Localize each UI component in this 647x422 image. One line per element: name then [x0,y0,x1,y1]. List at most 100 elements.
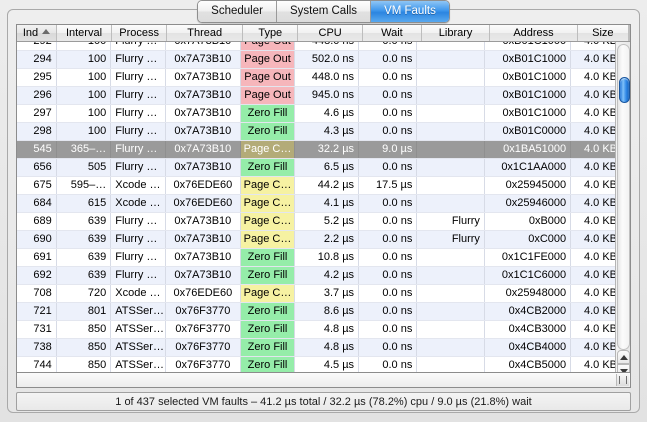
tab-group: Scheduler System Calls VM Faults [197,0,450,23]
cell-library [417,303,485,320]
cell-process: Flurry … [111,141,166,158]
table-row[interactable]: 691 639 Flurry … 0x7A73B10 Zero Fill 10.8 µs 0… [17,249,630,267]
cell-thread: 0x76F3770 [166,303,241,320]
tab-scheduler[interactable]: Scheduler [198,1,277,22]
table-row[interactable]: 692 639 Flurry … 0x7A73B10 Zero Fill 4.2 µs 0.… [17,267,630,285]
table-row[interactable]: 297 100 Flurry … 0x7A73B10 Zero Fill 4.6 µs 0.… [17,105,630,123]
cell-interval: 639 [57,213,112,230]
column-header-process[interactable]: Process [112,25,168,41]
table-row[interactable]: 545 365–… Flurry … 0x7A73B10 Page C… 32.2 µs 9… [17,141,630,159]
column-header-label: Address [513,27,554,39]
vm-faults-table: Ind Interval Process Thread Type CPU Wait Libra… [16,24,631,380]
cell-type: Zero Fill [240,123,296,140]
cell-process: Flurry … [111,42,166,50]
cell-thread: 0x7A73B10 [166,123,241,140]
cell-thread: 0x7A73B10 [166,141,241,158]
table-row[interactable]: 296 100 Flurry … 0x7A73B10 Page Out 945.0 ns 0… [17,87,630,105]
column-header-label: Wait [381,27,403,39]
cell-library [417,141,485,158]
cell-address: 0x4CB4000 [485,339,572,356]
table-row[interactable]: 656 505 Flurry … 0x7A73B10 Zero Fill 6.5 µs 0.… [17,159,630,177]
cell-cpu: 10.8 µs [295,249,360,266]
cell-ind: 731 [17,321,57,338]
tab-vm-faults[interactable]: VM Faults [371,1,449,22]
cell-thread: 0x76EDE60 [166,177,241,194]
cell-interval: 720 [57,285,112,302]
vertical-scrollbar[interactable] [615,42,630,379]
column-header-label: CPU [318,27,342,39]
cell-type: Zero Fill [240,321,296,338]
cell-thread: 0x76EDE60 [166,195,241,212]
column-header-size[interactable]: Size [578,25,630,41]
column-header-address[interactable]: Address [490,25,578,41]
table-row[interactable]: 690 639 Flurry … 0x7A73B10 Page C… 2.2 µs 0.0 … [17,231,630,249]
table-row[interactable]: 689 639 Flurry … 0x7A73B10 Page C… 5.2 µs 0.0 … [17,213,630,231]
cell-ind: 294 [17,51,57,68]
scrollbar-track[interactable] [617,44,630,350]
cell-address: 0x25946000 [485,195,572,212]
cell-interval: 639 [57,231,112,248]
cell-address: 0xB01C1000 [485,69,572,86]
cell-process: Xcode … [111,177,166,194]
scroll-up-arrow-icon[interactable] [617,350,630,364]
cell-thread: 0x7A73B10 [166,267,241,284]
cell-type: Page C… [240,285,296,302]
cell-type: Zero Fill [240,159,296,176]
column-header-wait[interactable]: Wait [363,25,422,41]
cell-wait: 0.0 ns [359,267,418,284]
cell-type: Page Out [240,87,296,104]
cell-thread: 0x7A73B10 [166,69,241,86]
table-row[interactable]: 721 801 ATSSer… 0x76F3770 Zero Fill 8.6 µs 0.0… [17,303,630,321]
cell-interval: 801 [57,303,112,320]
column-header-filler [629,25,630,41]
column-header-ind[interactable]: Ind [17,25,57,41]
table-row[interactable]: 708 720 Xcode … 0x76EDE60 Page C… 3.7 µs 0.0 n… [17,285,630,303]
cell-cpu: 5.2 µs [295,213,360,230]
column-header-library[interactable]: Library [422,25,491,41]
cell-process: Flurry … [111,105,166,122]
horizontal-scroll-strip[interactable] [16,372,631,388]
table-row[interactable]: 738 850 ATSSer… 0x76F3770 Zero Fill 4.8 µs 0.0… [17,339,630,357]
scrollbar-thumb[interactable] [619,77,630,103]
cell-interval: 615 [57,195,112,212]
cell-type: Zero Fill [240,303,296,320]
table-row[interactable]: 298 100 Flurry … 0x7A73B10 Zero Fill 4.3 µs 0.… [17,123,630,141]
cell-thread: 0x7A73B10 [166,249,241,266]
tab-system-calls[interactable]: System Calls [276,1,372,22]
cell-cpu: 2.2 µs [295,231,360,248]
cell-interval: 100 [57,51,112,68]
column-header-type[interactable]: Type [243,25,299,41]
cell-ind: 691 [17,249,57,266]
cell-type: Page C… [240,213,296,230]
cell-type: Zero Fill [240,339,296,356]
cell-cpu: 4.6 µs [295,105,360,122]
cell-wait: 0.0 ns [359,249,418,266]
cell-process: ATSSer… [111,339,166,356]
cell-wait: 0.0 ns [359,303,418,320]
table-row[interactable]: 684 615 Xcode … 0x76EDE60 Page C… 4.1 µs 0.0 n… [17,195,630,213]
cell-address: 0xB01C1000 [485,87,572,104]
cell-process: Flurry … [111,159,166,176]
cell-ind: 297 [17,105,57,122]
cell-interval: 639 [57,267,112,284]
column-header-thread[interactable]: Thread [167,25,244,41]
cell-interval: 850 [57,321,112,338]
table-row[interactable]: 675 595–… Xcode … 0x76EDE60 Page C… 44.2 µs 17… [17,177,630,195]
cell-address: 0x4CB5000 [485,357,572,374]
cell-interval: 100 [57,105,112,122]
table-row[interactable]: 294 100 Flurry … 0x7A73B10 Page Out 502.0 ns 0… [17,51,630,69]
table-row[interactable]: 295 100 Flurry … 0x7A73B10 Page Out 448.0 ns 0… [17,69,630,87]
cell-process: ATSSer… [111,303,166,320]
cell-thread: 0x7A73B10 [166,159,241,176]
table-row[interactable]: 731 850 ATSSer… 0x76F3770 Zero Fill 4.8 µs 0.0… [17,321,630,339]
column-header-cpu[interactable]: CPU [298,25,363,41]
column-header-label: Process [119,27,159,39]
resize-grip-icon[interactable] [616,374,629,386]
cell-process: Flurry … [111,123,166,140]
cell-interval: 100 [57,69,112,86]
cell-address: 0x25948000 [485,285,572,302]
cell-cpu: 3.7 µs [295,285,360,302]
column-header-interval[interactable]: Interval [57,25,113,41]
